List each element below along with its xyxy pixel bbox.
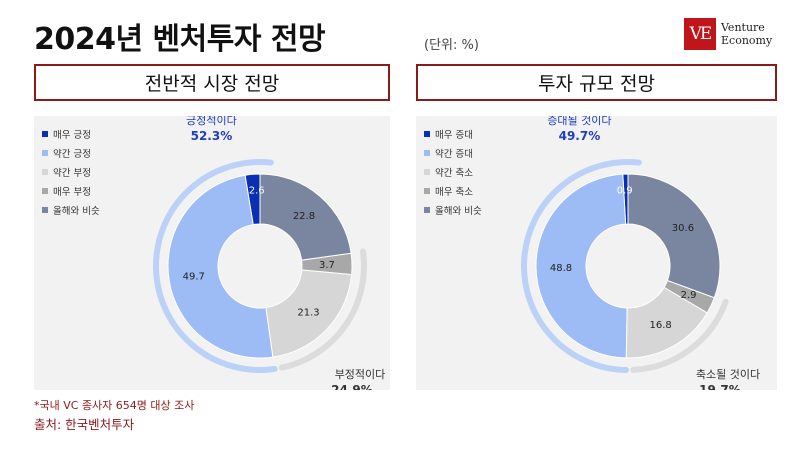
- legend-label: 매우 증대: [435, 129, 473, 141]
- legend-label: 약간 축소: [435, 167, 473, 179]
- positive-group-arc: [521, 159, 642, 373]
- legend-swatch: [424, 168, 430, 175]
- positive-group-total: 49.7%: [559, 129, 601, 143]
- donut-chart: 2.6 49.7 21.3 3.7 22.8 긍정적이다 52.3% 부정적이다 24.9%: [153, 116, 386, 390]
- slice-value-label: 16.8: [650, 320, 672, 331]
- legend-label: 매우 축소: [435, 186, 473, 198]
- negative-group-total: 19.7%: [699, 383, 741, 390]
- slice-value-label: 3.7: [319, 260, 335, 271]
- slice-value-label: 2.9: [681, 290, 697, 301]
- negative-group-total: 24.9%: [331, 383, 373, 390]
- legend-item: 올해와 비슷: [42, 200, 100, 219]
- legend-label: 약간 긍정: [53, 148, 91, 160]
- legend-item: 매우 축소: [424, 181, 482, 200]
- donut-slice: [625, 286, 708, 359]
- legend-swatch: [424, 187, 430, 194]
- negative-group-label: 축소될 것이다: [696, 367, 760, 381]
- legend-item: 약간 증대: [424, 143, 482, 162]
- legend-swatch: [424, 130, 430, 137]
- donut-slice: [535, 173, 628, 359]
- donut-slice: [167, 174, 274, 359]
- positive-group-label: 긍정적이다: [186, 116, 237, 127]
- venture-economy-logo: VE Venture Economy: [684, 18, 772, 50]
- slice-value-label: 21.3: [297, 308, 319, 319]
- donut-slice: [259, 173, 352, 261]
- logo-text: Venture Economy: [721, 21, 772, 47]
- legend-item: 매우 증대: [424, 124, 482, 143]
- legend-swatch: [42, 149, 48, 156]
- legend-swatch: [424, 149, 430, 156]
- legend-item: 약간 긍정: [42, 143, 100, 162]
- legend-label: 매우 긍정: [53, 129, 91, 141]
- unit-label: (단위: %): [424, 38, 479, 53]
- donut-chart: 0.9 48.8 16.8 2.9 30.6 증대될 것이다 49.7% 축소될 것이다 19.…: [521, 116, 760, 390]
- logo-mark: VE: [684, 18, 716, 50]
- slice-value-label: 22.8: [293, 211, 315, 222]
- survey-footnote: *국내 VC 종사자 654명 대상 조사: [34, 399, 195, 412]
- negative-group-arc: [630, 298, 729, 373]
- legend-swatch: [42, 168, 48, 175]
- legend-item: 매우 긍정: [42, 124, 100, 143]
- positive-group-label: 증대될 것이다: [547, 116, 611, 127]
- legend-item: 약간 축소: [424, 162, 482, 181]
- legend-label: 약간 증대: [435, 148, 473, 160]
- slice-value-label: 30.6: [672, 223, 694, 234]
- negative-group-arc: [278, 248, 367, 371]
- legend-swatch: [42, 206, 48, 213]
- slice-value-label: 0.9: [617, 186, 633, 197]
- source-label: 출처: 한국벤처투자: [34, 417, 135, 432]
- legend-swatch: [424, 206, 430, 213]
- legend-swatch: [42, 187, 48, 194]
- legend-item: 매우 부정: [42, 181, 100, 200]
- donut-slice: [265, 269, 353, 358]
- positive-group-arc: [153, 159, 278, 373]
- page-title: 2024년 벤처투자 전망: [34, 22, 326, 57]
- slice-value-label: 2.6: [249, 186, 265, 197]
- logo-text-line1: Venture: [721, 21, 765, 34]
- legend-item: 올해와 비슷: [424, 200, 482, 219]
- legend-label: 약간 부정: [53, 167, 91, 179]
- slice-value-label: 49.7: [183, 272, 205, 283]
- slice-value-label: 48.8: [550, 263, 572, 274]
- legend-label: 올해와 비슷: [435, 205, 482, 217]
- legend-label: 올해와 비슷: [53, 205, 100, 217]
- legend-item: 약간 부정: [42, 162, 100, 181]
- donut-slice: [627, 173, 721, 299]
- donut-slice: [663, 279, 716, 314]
- chart-title-market: 전반적 시장 전망: [34, 64, 390, 101]
- negative-group-label: 부정적이다: [335, 368, 386, 381]
- legend-swatch: [42, 130, 48, 137]
- legend-label: 매우 부정: [53, 186, 91, 198]
- chart-title-investment: 투자 규모 전망: [416, 64, 777, 101]
- positive-group-total: 52.3%: [191, 129, 233, 143]
- logo-text-line2: Economy: [721, 34, 773, 47]
